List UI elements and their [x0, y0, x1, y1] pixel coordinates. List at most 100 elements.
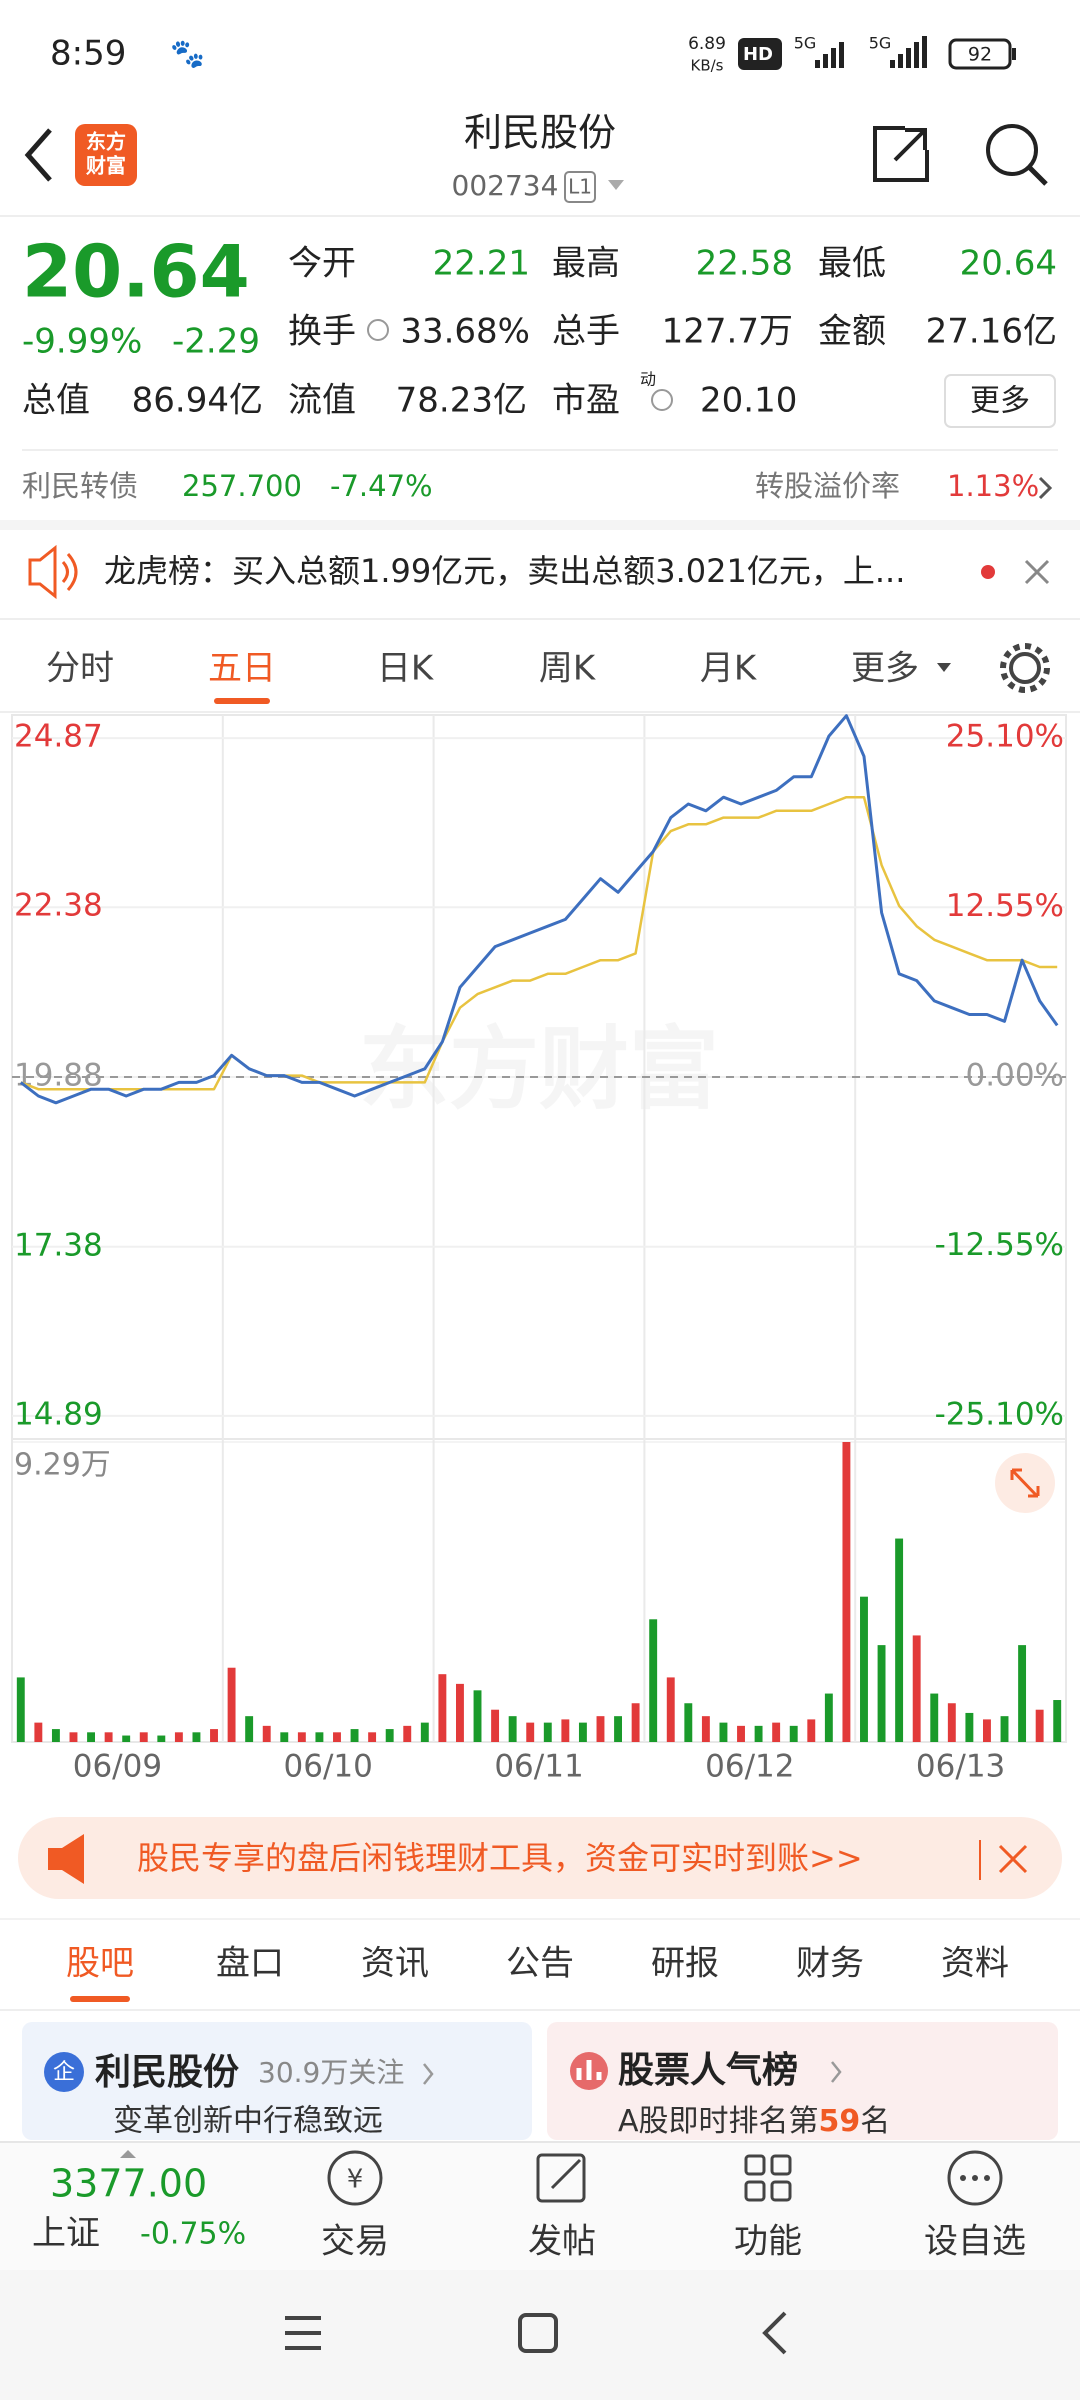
volume-bar — [69, 1732, 78, 1742]
sub-tab[interactable]: 资讯 — [361, 1944, 429, 1984]
forum-card[interactable] — [22, 2022, 532, 2140]
volume-bar — [701, 1716, 710, 1742]
logo[interactable] — [75, 124, 137, 186]
speaker-icon — [28, 544, 57, 600]
premium-label: 转股溢价率 — [755, 469, 900, 503]
card-followers: 30.9万关注 — [258, 2056, 404, 2089]
volume-bar — [16, 1677, 25, 1742]
volume-bar — [1053, 1700, 1062, 1742]
trade-icon — [327, 2150, 383, 2206]
code-dropdown[interactable] — [608, 180, 624, 190]
chart-tab[interactable]: 月K — [700, 649, 758, 689]
nav-bar — [0, 2270, 1080, 2400]
index-value[interactable]: 3377.00 — [50, 2162, 207, 2206]
battery-level: 92 — [968, 44, 992, 66]
volume-bar — [965, 1712, 974, 1742]
index-toggle[interactable] — [120, 2150, 136, 2158]
nav-home[interactable] — [518, 2313, 558, 2353]
promo-banner[interactable] — [18, 1817, 1062, 1899]
field-label: 流值 — [288, 381, 356, 421]
bottom-action[interactable]: 设自选 — [924, 2222, 1026, 2262]
logo-text: 财富 — [86, 154, 126, 178]
volume-bar — [772, 1722, 781, 1742]
sub-tab[interactable]: 财务 — [796, 1944, 864, 1984]
sub-tab[interactable]: 研报 — [651, 1944, 719, 1984]
volume-bar — [631, 1703, 640, 1742]
x-tick-label: 06/09 — [73, 1749, 162, 1785]
volume-bar — [947, 1703, 956, 1742]
volume-bar — [1018, 1645, 1027, 1742]
volume-bar — [737, 1725, 745, 1742]
net-speed: 6.89 — [688, 34, 726, 54]
sub-tab-active[interactable]: 股吧 — [66, 1944, 134, 1984]
sub-tab[interactable]: 盘口 — [216, 1944, 284, 1984]
volume-bar — [122, 1735, 131, 1742]
more-button[interactable] — [944, 374, 1056, 428]
y2-tick-label: -12.55% — [935, 1227, 1064, 1263]
index-name: 上证 — [32, 2214, 100, 2254]
last-price: 20.64 — [22, 230, 250, 314]
field-label: 总手 — [552, 312, 620, 352]
info-icon[interactable] — [651, 389, 673, 411]
chart-tabs: 分时 五日 日K 周K 月K 更多 — [46, 649, 919, 689]
tab-dropdown — [937, 663, 951, 672]
bottom-action[interactable]: 发帖 — [528, 2222, 596, 2262]
bond-name[interactable]: 利民转债 — [22, 469, 138, 503]
notice-text[interactable]: 龙虎榜：买入总额1.99亿元，卖出总额3.021亿元，上... — [104, 552, 905, 590]
tab-underline — [214, 698, 270, 704]
battery — [948, 38, 1012, 70]
volume-bar — [561, 1719, 570, 1742]
volume-bar — [227, 1667, 236, 1742]
rank-card[interactable] — [547, 2022, 1058, 2140]
bottom-action[interactable]: 功能 — [734, 2222, 802, 2262]
field-value: 27.16亿 — [926, 312, 1057, 352]
clock: 8:59 — [50, 34, 126, 74]
net-type: 5G — [869, 34, 892, 53]
volume-bar — [912, 1635, 921, 1742]
volume-tick-label: 9.29万 — [14, 1448, 111, 1483]
chart-tab[interactable]: 日K — [377, 649, 435, 689]
watchlist-icon — [947, 2150, 1003, 2206]
x-tick-label: 06/10 — [284, 1749, 373, 1785]
plot-frame — [11, 714, 1067, 1743]
close-notice[interactable] — [1024, 559, 1050, 585]
search-button[interactable] — [986, 124, 1038, 176]
x-tick-label: 06/12 — [705, 1749, 794, 1785]
card-title: 股票人气榜 — [618, 2050, 798, 2091]
field-label: 最低 — [818, 244, 886, 284]
sub-tabs: 股吧 盘口 资讯 公告 研报 财务 资料 — [66, 1944, 1009, 1984]
y2-tick-label: 25.10% — [946, 718, 1064, 754]
chart-tab-active[interactable]: 五日 — [208, 649, 276, 689]
signal-2 — [890, 36, 927, 68]
nav-menu[interactable] — [285, 2316, 321, 2350]
volume-bar — [596, 1716, 605, 1742]
bond-price: 257.700 — [182, 469, 302, 503]
field-value: 86.94亿 — [132, 381, 263, 421]
bond-arrow[interactable] — [1038, 476, 1053, 500]
volume-bar — [280, 1732, 289, 1742]
volume-bar — [508, 1716, 517, 1742]
settings-button[interactable] — [1009, 652, 1041, 684]
field-value: 33.68% — [400, 312, 530, 352]
close-banner[interactable] — [998, 1844, 1028, 1874]
field-label: 金额 — [818, 312, 886, 352]
chart-tab[interactable]: 分时 — [46, 649, 114, 689]
sub-tab[interactable]: 公告 — [506, 1944, 574, 1984]
volume-bar — [385, 1729, 394, 1742]
rank-prefix: A股即时排名第 — [618, 2104, 819, 2139]
chart-tab[interactable]: 周K — [539, 649, 597, 689]
chart-tab[interactable]: 更多 — [851, 649, 919, 689]
bottom-action[interactable]: 交易 — [321, 2222, 389, 2262]
sub-tab[interactable]: 资料 — [941, 1944, 1009, 1984]
volume-bar — [982, 1719, 991, 1742]
volume-bar — [578, 1722, 587, 1742]
expand-icon — [1010, 1468, 1040, 1498]
info-icon[interactable] — [367, 319, 389, 341]
volume-bar — [297, 1732, 306, 1742]
share-button[interactable] — [873, 126, 929, 182]
nav-back[interactable] — [762, 2311, 787, 2355]
back-button[interactable] — [24, 128, 52, 182]
watchlist-dots — [960, 2175, 990, 2181]
